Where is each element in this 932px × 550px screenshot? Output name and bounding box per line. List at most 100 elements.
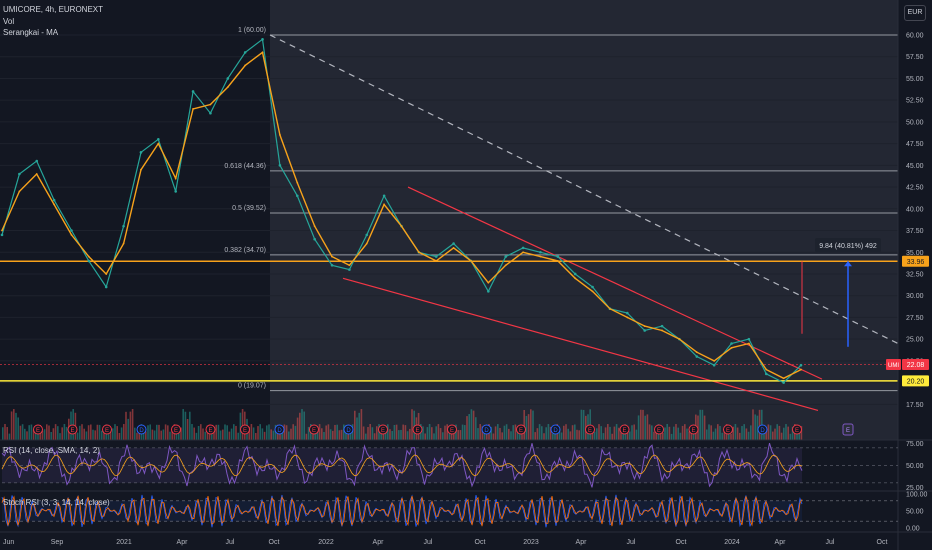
volume-bar — [600, 426, 602, 440]
volume-bar — [470, 409, 473, 440]
volume-bar — [743, 424, 745, 440]
dashed-trendline — [269, 34, 899, 345]
volume-bar — [437, 424, 440, 440]
volume-bar — [376, 426, 378, 440]
ma-point — [279, 134, 281, 136]
price-point — [799, 363, 803, 367]
price-point — [209, 111, 212, 115]
volume-bar — [679, 432, 682, 440]
volume-bar — [285, 425, 288, 440]
volume-bar — [41, 430, 44, 440]
volume-bar — [664, 427, 666, 440]
volume-bar — [156, 424, 158, 440]
volume-bar — [261, 428, 264, 440]
volume-bar — [684, 424, 686, 440]
ma-point — [105, 273, 108, 275]
event-marker-label: E — [519, 428, 523, 434]
volume-bar — [233, 424, 235, 440]
volume-bar — [457, 430, 459, 440]
price-tick-label: 52.50 — [906, 98, 924, 105]
currency-button[interactable]: EUR — [904, 5, 926, 21]
volume-bar — [574, 424, 576, 440]
volume-bar — [327, 424, 330, 440]
price-point — [278, 164, 282, 167]
volume-bar — [673, 426, 675, 440]
volume-bar — [686, 428, 688, 440]
volume-bar — [321, 428, 323, 440]
volume-bar — [257, 426, 259, 440]
volume-bar — [237, 432, 239, 440]
volume-bar — [688, 431, 690, 440]
event-marker — [585, 424, 595, 435]
volume-bar — [178, 432, 180, 440]
time-tick-label: 2023 — [523, 539, 539, 546]
volume-bar — [549, 426, 552, 440]
event-marker-label: D — [484, 428, 489, 434]
volume-bar — [512, 425, 514, 440]
highlight-region — [270, 0, 898, 440]
volume-bar — [54, 424, 57, 440]
event-marker — [550, 424, 561, 435]
rsi-tick-label: 75.00 — [906, 441, 924, 448]
ma-point — [678, 338, 681, 341]
volume-bar — [791, 426, 794, 440]
volume-bar — [318, 424, 321, 440]
volume-bar — [171, 428, 173, 440]
volume-bar — [712, 431, 715, 440]
volume-bar — [398, 430, 400, 440]
price-point — [539, 250, 542, 254]
volume-bar — [382, 432, 385, 440]
volume-bar — [294, 425, 297, 440]
volume-bar — [461, 424, 464, 440]
price-point — [122, 224, 125, 228]
volume-bar — [252, 427, 255, 440]
volume-bar — [615, 424, 618, 440]
volume-bar — [477, 428, 479, 440]
stoch-rsi-legend[interactable]: Stoch RSI (3, 3, 14, 14, close) — [3, 498, 110, 507]
price-point — [695, 355, 699, 358]
time-tick-label: 2024 — [724, 539, 740, 546]
price-tick-label: 57.50 — [906, 54, 924, 61]
price-point — [18, 172, 21, 176]
volume-bar — [164, 424, 167, 440]
volume-bar — [336, 424, 338, 440]
volume-bar — [618, 427, 620, 440]
volume-bar — [611, 433, 613, 440]
ma-point — [747, 342, 750, 345]
volume-bar — [325, 425, 327, 440]
volume-bar — [30, 424, 33, 440]
volume-bar — [578, 430, 580, 440]
volume-bar — [406, 431, 409, 440]
fib-level-label: 1 (60.00) — [238, 27, 266, 34]
volume-legend[interactable]: Vol — [3, 17, 15, 26]
ma-legend[interactable]: Serangkai - MA — [3, 28, 59, 37]
ma-point — [591, 290, 594, 293]
volume-bar — [235, 425, 237, 440]
volume-bar — [525, 415, 528, 440]
volume-bar — [508, 428, 510, 440]
volume-bar — [197, 425, 200, 440]
volume-bar — [492, 433, 495, 440]
volume-bar — [497, 424, 499, 440]
event-marker-label: D — [139, 428, 144, 434]
price-tick-label: 27.50 — [906, 315, 924, 322]
volume-bar — [774, 428, 776, 440]
price-label-symbol — [886, 359, 901, 371]
volume-bar — [365, 433, 367, 440]
event-marker-label: E — [657, 428, 661, 434]
volume-bar — [648, 424, 651, 440]
time-tick-label: 2021 — [116, 539, 132, 546]
volume-bar — [255, 432, 257, 440]
volume-bar — [96, 424, 99, 440]
ma-point — [174, 177, 177, 180]
volume-bar — [571, 425, 574, 440]
volume-bar — [459, 430, 462, 440]
price-point — [226, 77, 230, 80]
volume-bar — [98, 424, 101, 440]
volume-bar — [706, 429, 708, 440]
rsi-legend[interactable]: RSI (14, close, SMA, 14, 2) — [3, 446, 100, 455]
volume-bar — [765, 429, 767, 440]
volume-bar — [226, 425, 228, 440]
ma-point — [400, 225, 403, 228]
